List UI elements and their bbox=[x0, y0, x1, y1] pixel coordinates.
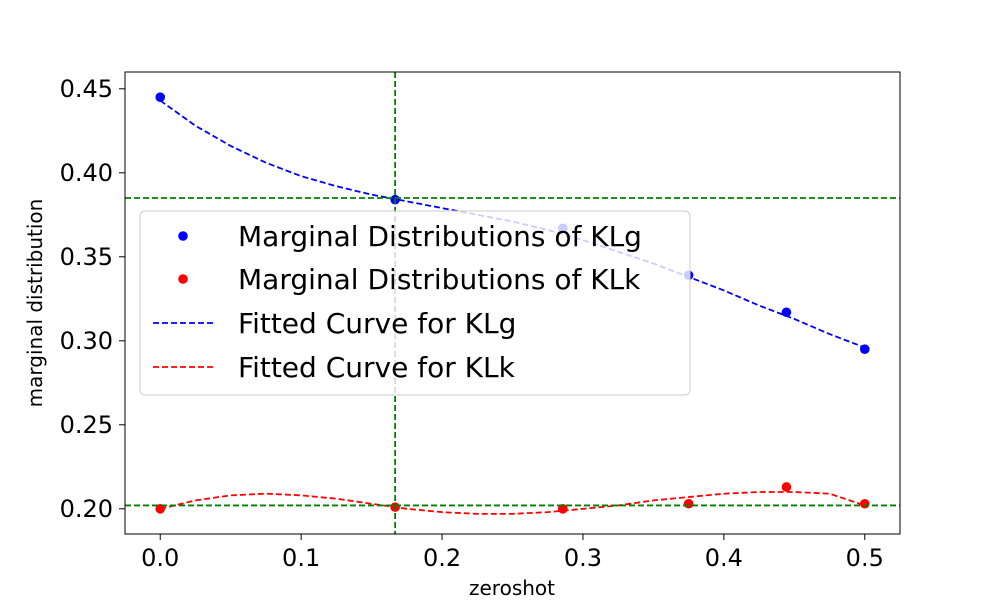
legend-marker bbox=[178, 231, 188, 241]
plot-frame bbox=[124, 71, 901, 535]
y-tick-label: 0.25 bbox=[60, 411, 113, 439]
x-tick-label: 0.3 bbox=[564, 544, 602, 572]
legend-marker bbox=[178, 274, 188, 284]
data-point-klk bbox=[859, 498, 870, 509]
y-tick-label: 0.45 bbox=[60, 75, 113, 103]
y-tick-label: 0.30 bbox=[60, 327, 113, 355]
data-point-klg bbox=[781, 307, 792, 318]
legend-label: Fitted Curve for KLg bbox=[238, 307, 516, 340]
legend: Marginal Distributions of KLg Marginal Di… bbox=[139, 210, 691, 396]
y-axis-title: marginal distribution bbox=[23, 199, 47, 408]
legend-label: Marginal Distributions of KLg bbox=[238, 220, 642, 253]
y-tick-label: 0.40 bbox=[60, 159, 113, 187]
y-tick-label: 0.20 bbox=[60, 495, 113, 523]
x-tick-label: 0.1 bbox=[282, 544, 320, 572]
axes: 0.0 0.1 0.2 0.3 0.4 0.5 0.20 0.25 0.30 0.35 0.40 0.… bbox=[60, 71, 901, 572]
fitted-curve-klg bbox=[159, 99, 866, 349]
data-point-klk bbox=[558, 504, 568, 514]
data-point-klg bbox=[155, 92, 166, 102]
x-tick-label: 0.2 bbox=[423, 544, 461, 572]
y-tick-label: 0.35 bbox=[60, 243, 113, 271]
legend-label: Marginal Distributions of KLk bbox=[238, 263, 641, 296]
x-tick-label: 0.0 bbox=[141, 544, 179, 572]
fitted-curve-klk bbox=[160, 491, 866, 515]
data-point-klk bbox=[781, 482, 792, 492]
data-point-klg bbox=[859, 344, 870, 355]
data-point-klk bbox=[683, 498, 694, 509]
x-tick-label: 0.4 bbox=[705, 544, 743, 572]
data-point-klk bbox=[155, 504, 166, 514]
legend-label: Fitted Curve for KLk bbox=[238, 351, 516, 384]
x-axis-title: zeroshot bbox=[469, 576, 555, 600]
x-tick-label: 0.5 bbox=[846, 544, 884, 572]
legend-box bbox=[139, 210, 691, 396]
